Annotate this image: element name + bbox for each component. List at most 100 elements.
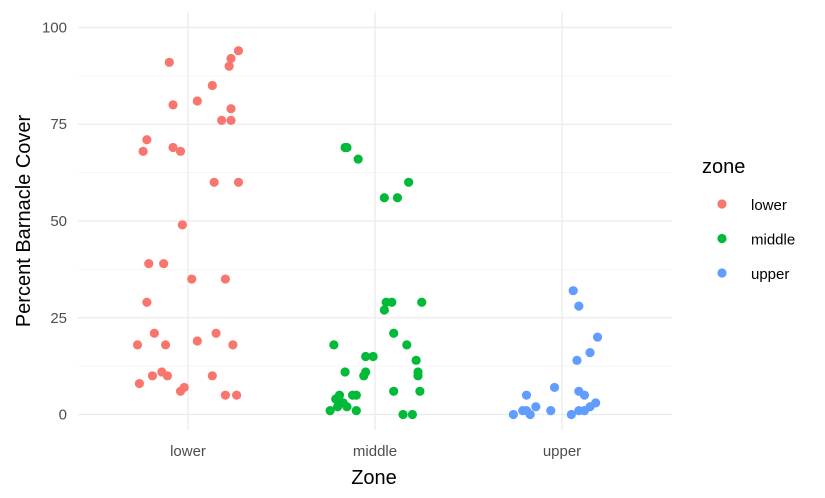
y-axis-title: Percent Barnacle Cover [13,115,35,328]
data-point-lower [175,386,186,396]
data-point-middle [389,328,399,338]
data-point-lower [233,177,244,187]
legend-items: lower middle upper [717,197,795,283]
data-points [132,46,603,420]
data-point-middle [389,386,399,396]
y-axis-ticks: 0 25 50 75 100 [42,19,67,423]
data-point-upper [579,390,590,400]
data-point-lower [132,340,143,350]
data-point-lower [192,336,202,346]
data-point-upper [568,286,578,296]
legend: zone lower middle upper [702,156,795,283]
data-point-middle [413,371,423,381]
data-point-middle [325,406,335,416]
data-point-lower [209,177,219,187]
data-point-lower [138,146,148,156]
data-point-upper [531,402,541,412]
data-point-lower [177,220,187,230]
data-point-upper [574,406,584,416]
data-point-lower [162,371,173,381]
data-point-upper [549,382,560,393]
legend-key-middle [717,233,727,244]
data-point-lower [220,274,230,284]
data-point-middle [407,409,417,420]
y-tick-label: 0 [59,407,67,424]
data-point-middle [353,154,363,164]
data-point-lower [187,274,197,284]
data-point-middle [361,351,371,362]
legend-key-lower [717,199,727,209]
legend-label-upper: upper [751,266,789,283]
data-point-middle [387,297,397,307]
data-point-lower [207,371,217,381]
data-point-lower [217,115,227,125]
y-tick-label: 100 [42,19,67,36]
data-point-middle [379,193,389,203]
data-point-upper [592,332,603,342]
data-point-lower [211,328,221,338]
data-point-middle [417,297,427,307]
data-point-lower [220,390,230,400]
data-point-middle [331,394,341,404]
data-point-lower [159,258,169,269]
data-point-lower [228,340,238,350]
data-point-lower [232,390,242,400]
data-point-middle [340,367,350,377]
x-axis-title: Zone [351,467,397,489]
data-point-lower [142,297,152,307]
x-axis-ticks: lower middle upper [170,443,581,460]
data-point-lower [226,104,236,114]
data-point-lower [207,80,217,91]
data-point-lower [144,258,154,269]
y-tick-label: 50 [50,213,67,230]
data-point-middle [342,402,352,412]
data-point-lower [175,146,186,156]
data-point-middle [392,193,403,203]
data-point-upper [566,409,576,420]
data-point-upper [508,409,518,420]
data-point-lower [233,46,244,56]
y-tick-label: 25 [50,310,67,327]
data-point-upper [521,390,532,400]
data-point-lower [164,57,174,67]
data-point-lower [168,142,178,153]
data-point-lower [134,378,144,389]
x-tick-label: lower [170,443,206,460]
legend-label-lower: lower [751,197,787,214]
data-point-middle [351,390,361,400]
gridlines [78,12,672,430]
data-point-middle [368,351,378,362]
data-point-middle [329,340,339,350]
data-point-upper [546,406,556,416]
x-tick-label: upper [543,443,581,460]
data-point-middle [351,406,361,416]
data-point-middle [404,177,414,187]
y-tick-label: 75 [50,116,67,133]
data-point-middle [333,402,343,412]
data-point-lower [224,61,234,71]
data-point-upper [572,355,582,365]
legend-label-middle: middle [751,232,795,249]
data-point-lower [142,135,152,145]
data-point-lower [226,53,236,64]
data-point-upper [585,347,595,358]
data-point-middle [379,305,389,315]
x-tick-label: middle [353,443,397,460]
data-point-middle [411,355,421,365]
data-point-middle [342,142,352,153]
data-point-lower [168,100,178,110]
legend-title: zone [702,156,745,178]
data-point-middle [398,409,408,420]
data-point-lower [147,371,158,381]
data-point-lower [226,115,236,125]
data-point-lower [160,340,171,350]
legend-key-upper [717,268,727,278]
data-point-lower [149,328,159,338]
data-point-middle [415,386,425,396]
data-point-middle [359,371,369,381]
data-point-lower [192,96,202,106]
data-point-upper [521,406,532,416]
data-point-middle [402,340,412,350]
data-point-upper [574,301,584,311]
